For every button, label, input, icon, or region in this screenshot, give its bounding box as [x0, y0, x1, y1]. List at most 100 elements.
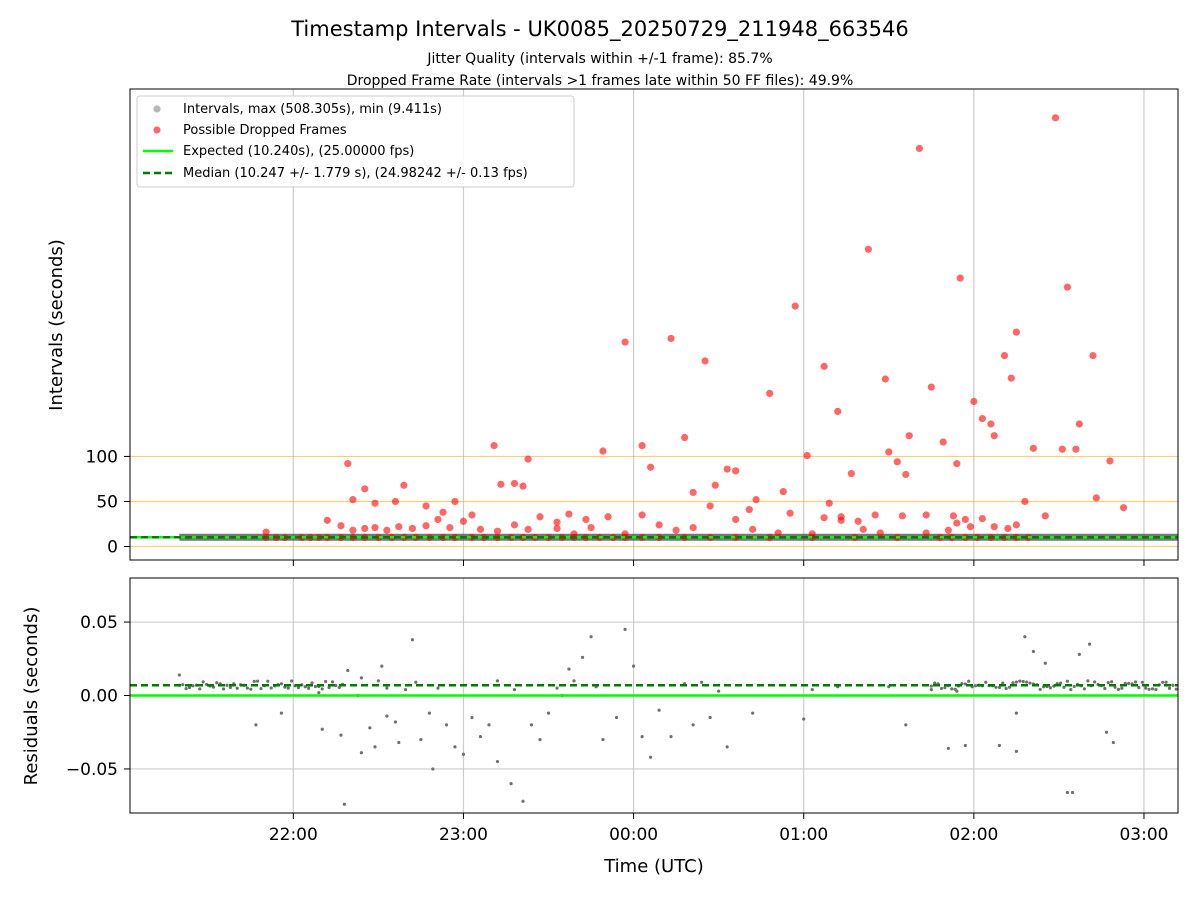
x-tick-label: 00:00: [609, 825, 658, 845]
residual-point: [1065, 679, 1070, 683]
residual-point: [572, 679, 576, 683]
residual-point: [810, 688, 814, 692]
intervals-axis-ticks: 0 50 100: [86, 447, 1145, 566]
residuals-ytick-label: −0.05: [66, 760, 118, 780]
residual-point: [376, 679, 380, 683]
residual-point: [414, 680, 418, 684]
residual-point: [1014, 711, 1018, 715]
dropped-frame-point: [422, 522, 430, 530]
residual-point: [1167, 686, 1172, 690]
dropped-frame-point: [820, 362, 828, 370]
residual-point: [1014, 749, 1018, 753]
dropped-frame-point: [949, 512, 958, 520]
dropped-frame-point: [786, 509, 794, 517]
residual-point: [177, 673, 181, 677]
residual-point: [431, 767, 435, 771]
x-tick-label: 01:00: [779, 825, 828, 845]
dropped-frame-point: [493, 527, 502, 535]
residual-point: [187, 685, 192, 690]
dropped-frame-point: [524, 525, 532, 533]
residual-point: [393, 720, 398, 724]
residual-point: [225, 683, 229, 687]
residual-point: [1127, 681, 1131, 686]
dropped-frame-point: [689, 523, 697, 532]
residual-point: [478, 735, 483, 739]
residual-point: [324, 679, 328, 684]
residual-point: [529, 723, 534, 727]
residual-point: [512, 688, 517, 692]
residual-point: [973, 684, 978, 688]
residuals-lines: [130, 683, 1178, 697]
dropped-frame-point: [961, 515, 969, 524]
residual-point: [904, 723, 908, 727]
dropped-frame-point: [391, 497, 400, 506]
dropped-frame-point: [749, 525, 757, 533]
residual-point: [933, 681, 937, 685]
dropped-frame-point: [970, 397, 978, 406]
residual-point: [1140, 680, 1144, 684]
residual-point: [404, 688, 408, 692]
residual-point: [436, 686, 440, 690]
residual-point: [290, 679, 294, 683]
dropped-frame-point: [497, 480, 505, 488]
dropped-frame-point: [953, 519, 961, 527]
legend-intervals-marker: [153, 105, 161, 113]
dropped-frame-point: [902, 470, 910, 479]
residual-point: [929, 688, 933, 692]
dropped-frame-point: [587, 523, 595, 532]
chart-subtitle-dropped: Dropped Frame Rate (intervals >1 frames …: [347, 73, 854, 89]
dropped-frame-point: [361, 485, 369, 493]
dropped-frame-point: [553, 524, 561, 533]
dropped-frame-point: [966, 523, 975, 531]
residual-point: [184, 687, 188, 691]
dropped-frame-point: [1029, 444, 1037, 452]
dropped-frame-point: [885, 448, 893, 456]
residual-point: [963, 743, 967, 748]
residual-point: [266, 679, 270, 683]
residual-point: [410, 638, 415, 642]
residual-point: [717, 689, 721, 693]
residual-point: [994, 685, 998, 689]
dropped-frame-point: [510, 479, 519, 488]
residual-point: [955, 689, 959, 693]
residual-point: [1077, 652, 1081, 656]
residual-point: [1028, 681, 1032, 685]
residual-point: [640, 735, 644, 739]
residual-point: [1110, 680, 1114, 684]
residual-point: [1065, 790, 1070, 795]
dropped-frame-point: [1072, 445, 1080, 453]
residual-point: [461, 752, 466, 756]
residual-point: [249, 687, 253, 691]
intervals-panel: 0 50 100 Intervals (seconds) Intervals, ma…: [46, 88, 1179, 566]
residual-point: [700, 680, 704, 684]
residuals-panel: −0.05 0.00 0.05 22:00 23:00 00:00 01:00 02:00 03…: [21, 577, 1179, 845]
dropped-frame-point: [400, 481, 408, 489]
residual-point: [802, 717, 806, 721]
residual-point: [339, 733, 343, 737]
dropped-frame-point: [953, 460, 961, 468]
residual-point: [997, 743, 1001, 748]
residual-point: [1021, 679, 1025, 684]
residual-point: [1069, 687, 1073, 692]
dropped-frame-point: [262, 528, 270, 536]
residual-point: [1111, 740, 1115, 745]
residual-point: [1150, 687, 1155, 691]
dropped-frame-point: [349, 526, 357, 534]
residual-point: [1024, 680, 1029, 684]
residual-point: [327, 685, 331, 690]
residual-point: [939, 686, 944, 691]
residual-point: [427, 711, 432, 715]
residual-point: [334, 683, 338, 688]
dropped-frame-point: [1012, 328, 1020, 336]
residual-point: [269, 686, 273, 690]
residual-point: [296, 685, 301, 690]
dropped-frame-point: [337, 522, 345, 530]
legend-box: [136, 95, 575, 188]
dropped-frame-point: [468, 511, 476, 519]
residual-point: [221, 687, 226, 691]
residual-point: [1103, 686, 1107, 691]
residual-point: [181, 683, 185, 687]
residual-point: [648, 755, 653, 759]
dropped-frame-point: [490, 442, 498, 450]
residual-point: [623, 627, 627, 632]
